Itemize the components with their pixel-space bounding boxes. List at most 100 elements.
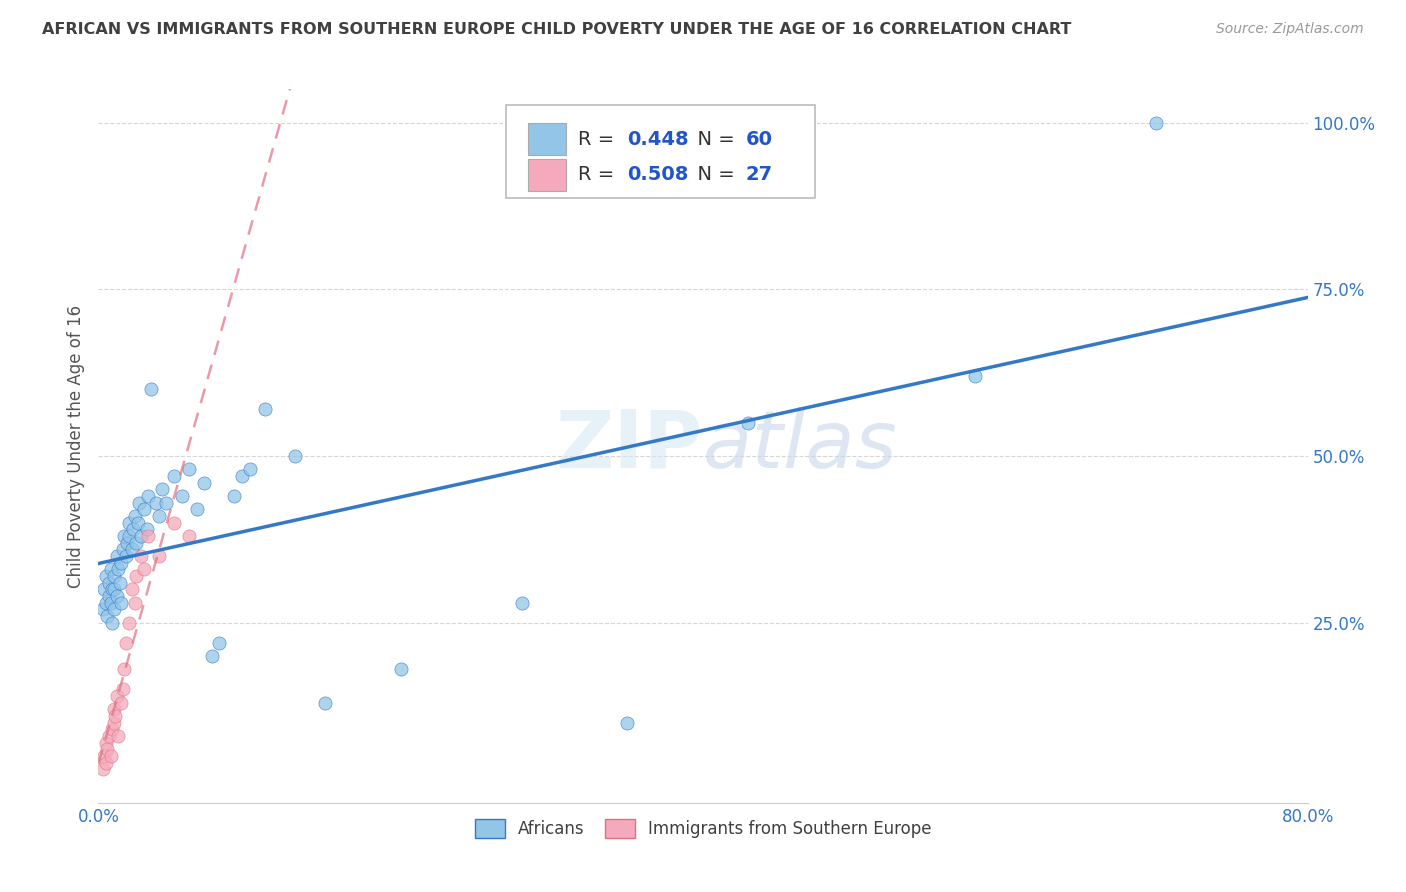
Point [208, 636, 231, 650]
Point [110, 556, 132, 570]
Point [110, 696, 132, 710]
Point [132, 502, 155, 516]
Point [389, 662, 412, 676]
Text: R =: R = [578, 165, 621, 185]
Point [103, 582, 125, 597]
Point [129, 529, 152, 543]
FancyBboxPatch shape [527, 159, 567, 191]
Point [170, 489, 193, 503]
Point [148, 509, 170, 524]
Point [179, 462, 201, 476]
Point [101, 723, 124, 737]
Point [121, 582, 143, 597]
Text: atlas: atlas [703, 407, 898, 485]
Text: AFRICAN VS IMMIGRANTS FROM SOUTHERN EUROPE CHILD POVERTY UNDER THE AGE OF 16 COR: AFRICAN VS IMMIGRANTS FROM SOUTHERN EURO… [42, 22, 1071, 37]
Point [314, 696, 336, 710]
Point [125, 535, 148, 549]
Text: ZIP: ZIP [555, 407, 703, 485]
Point [94, 596, 117, 610]
Point [100, 749, 122, 764]
Point [103, 569, 125, 583]
Point [737, 416, 759, 430]
Text: N =: N = [685, 129, 741, 149]
Point [98, 575, 121, 590]
Point [118, 615, 141, 630]
Point [124, 596, 146, 610]
Point [111, 682, 134, 697]
Point [100, 562, 122, 576]
Point [105, 549, 128, 563]
Point [103, 715, 125, 730]
Text: R =: R = [578, 129, 621, 149]
Y-axis label: Child Poverty Under the Age of 16: Child Poverty Under the Age of 16 [66, 304, 84, 588]
Point [155, 496, 177, 510]
Point [94, 736, 117, 750]
Point [224, 489, 246, 503]
Point [284, 449, 307, 463]
Point [100, 596, 122, 610]
Point [114, 549, 136, 563]
Point [98, 589, 121, 603]
Point [103, 602, 125, 616]
Point [115, 535, 138, 549]
Point [239, 462, 262, 476]
Point [231, 469, 253, 483]
Point [108, 575, 131, 590]
Point [107, 729, 129, 743]
Point [96, 609, 118, 624]
Point [114, 636, 136, 650]
Point [94, 569, 117, 583]
Point [124, 509, 146, 524]
Point [107, 562, 129, 576]
Point [965, 368, 987, 383]
Point [104, 709, 127, 723]
Point [127, 516, 149, 530]
Point [96, 742, 118, 756]
Point [118, 529, 141, 543]
Point [125, 569, 148, 583]
Text: 0.448: 0.448 [627, 129, 689, 149]
Point [510, 596, 533, 610]
Point [93, 582, 115, 597]
Point [105, 689, 128, 703]
Point [121, 542, 143, 557]
Point [122, 522, 145, 536]
Point [141, 382, 163, 396]
Point [135, 522, 157, 536]
Point [163, 516, 186, 530]
Point [93, 749, 115, 764]
Point [112, 529, 135, 543]
Point [132, 562, 155, 576]
Point [91, 602, 114, 616]
Point [193, 475, 215, 490]
Text: Source: ZipAtlas.com: Source: ZipAtlas.com [1216, 22, 1364, 37]
Point [145, 496, 167, 510]
Point [186, 502, 208, 516]
Legend: Africans, Immigrants from Southern Europe: Africans, Immigrants from Southern Europ… [468, 812, 938, 845]
Point [103, 702, 125, 716]
Point [111, 542, 134, 557]
Point [136, 529, 159, 543]
Point [129, 549, 152, 563]
Point [94, 756, 117, 770]
Point [110, 596, 132, 610]
Point [179, 529, 201, 543]
Text: N =: N = [685, 165, 741, 185]
Point [201, 649, 224, 664]
Point [98, 729, 121, 743]
Point [1144, 115, 1167, 129]
Point [136, 489, 159, 503]
Point [616, 715, 638, 730]
Point [128, 496, 150, 510]
Point [101, 582, 124, 597]
Point [91, 763, 114, 777]
Point [118, 516, 141, 530]
Text: 0.508: 0.508 [627, 165, 688, 185]
FancyBboxPatch shape [506, 105, 815, 198]
Point [105, 589, 128, 603]
Text: 27: 27 [745, 165, 772, 185]
Text: 60: 60 [745, 129, 772, 149]
Point [253, 402, 276, 417]
FancyBboxPatch shape [527, 123, 567, 155]
Point [150, 483, 173, 497]
